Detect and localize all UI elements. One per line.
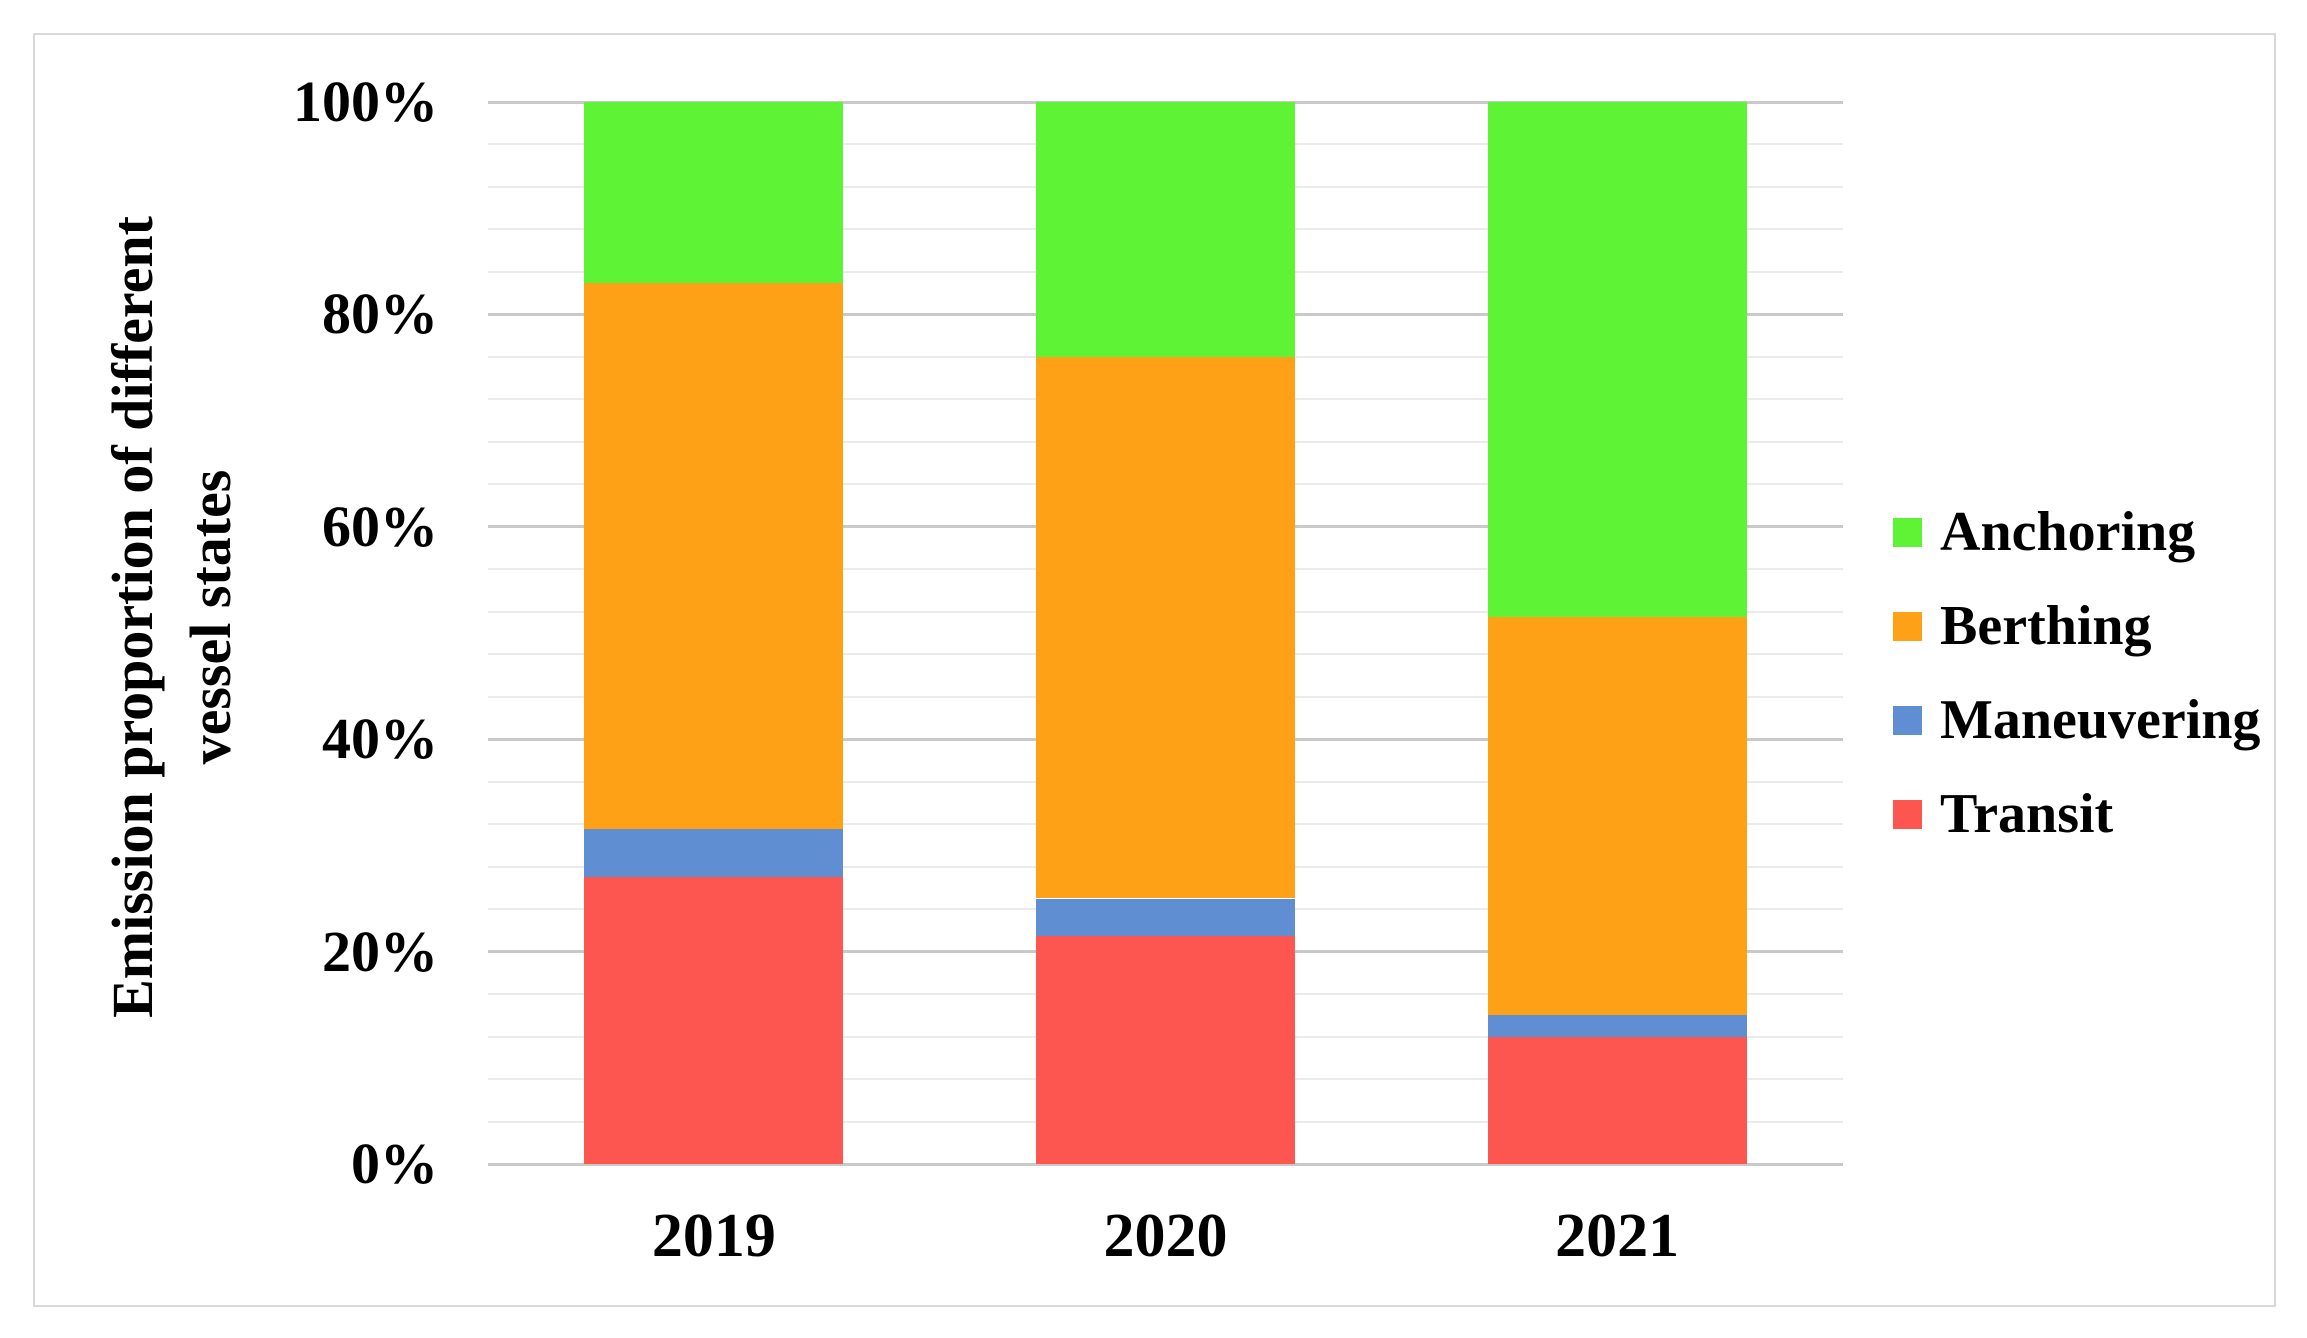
legend-label-berthing: Berthing — [1940, 595, 2152, 657]
bar-segment-transit-2021 — [1487, 1036, 1747, 1164]
legend-label-transit: Transit — [1940, 783, 2114, 845]
bar-segment-transit-2020 — [1036, 935, 1295, 1164]
legend-label-anchoring: Anchoring — [1940, 501, 2196, 563]
bar-segment-maneuvering-2019 — [584, 829, 844, 878]
legend-item-maneuvering: Maneuvering — [1893, 691, 2260, 749]
y-tick-label-80: 80% — [322, 281, 438, 347]
legend-swatch-anchoring — [1893, 517, 1922, 547]
x-tick-label-2020: 2020 — [1103, 1202, 1228, 1270]
bar-segment-maneuvering-2020 — [1036, 898, 1295, 936]
bar-segment-anchoring-2019 — [584, 102, 844, 283]
bar-segment-maneuvering-2021 — [1487, 1015, 1747, 1037]
legend-item-anchoring: Anchoring — [1893, 503, 2195, 561]
bar-segment-anchoring-2020 — [1036, 102, 1295, 357]
bar-segment-berthing-2020 — [1036, 356, 1295, 899]
y-tick-label-100: 100% — [293, 69, 438, 134]
bar-segment-berthing-2019 — [584, 282, 844, 830]
legend-item-berthing: Berthing — [1893, 597, 2152, 655]
legend-swatch-berthing — [1893, 611, 1922, 641]
major-gridline-0 — [488, 1162, 1843, 1166]
y-tick-label-0: 0% — [351, 1131, 438, 1196]
bar-segment-anchoring-2021 — [1487, 102, 1747, 618]
y-tick-label-40: 40% — [322, 706, 438, 772]
x-tick-label-2021: 2021 — [1555, 1202, 1680, 1270]
legend-label-maneuvering: Maneuvering — [1940, 689, 2261, 751]
y-tick-label-20: 20% — [322, 918, 438, 984]
legend-swatch-maneuvering — [1893, 705, 1922, 735]
x-tick-label-2019: 2019 — [651, 1202, 776, 1270]
y-tick-label-60: 60% — [322, 493, 438, 559]
bar-segment-transit-2019 — [584, 877, 844, 1164]
bar-segment-berthing-2021 — [1487, 617, 1747, 1016]
legend-swatch-transit — [1893, 799, 1922, 829]
legend-item-transit: Transit — [1893, 785, 2113, 843]
